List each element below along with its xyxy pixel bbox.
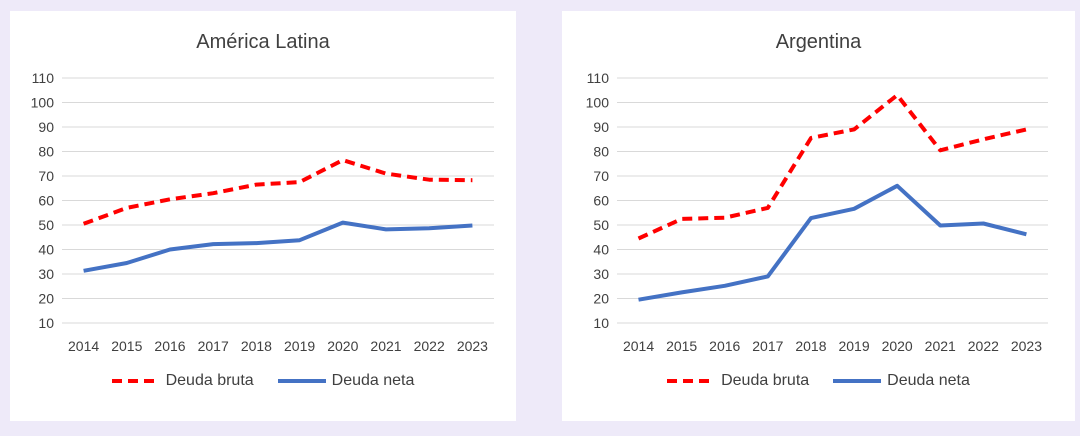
x-tick-label: 2023 (457, 338, 488, 354)
y-tick-label: 10 (593, 315, 609, 331)
y-tick-label: 20 (38, 291, 54, 307)
x-tick-label: 2022 (414, 338, 445, 354)
x-tick-label: 2016 (709, 338, 740, 354)
x-tick-label: 2020 (327, 338, 358, 354)
legend-label: Deuda bruta (165, 372, 254, 389)
legend-item-deuda-bruta: Deuda bruta (111, 372, 254, 390)
y-tick-label: 90 (38, 119, 54, 135)
chart-plot-argentina: 10 20 30 40 50 60 70 80 90 100 110 2014 2015 2016 2017… (586, 70, 1048, 354)
y-tick-label: 30 (38, 266, 54, 282)
x-tick-label: 2021 (370, 338, 401, 354)
y-tick-label: 70 (38, 168, 54, 184)
legend-swatch-dashed (667, 379, 716, 383)
chart-legend: Deuda bruta Deuda neta (562, 372, 1075, 390)
x-tick-label: 2016 (154, 338, 185, 354)
legend-swatch-solid (277, 379, 326, 383)
y-tick-label: 110 (587, 70, 610, 86)
chart-legend: Deuda bruta Deuda neta (10, 372, 516, 390)
legend-item-deuda-neta: Deuda neta (833, 372, 970, 390)
y-tick-label: 70 (593, 168, 609, 184)
y-tick-label: 60 (38, 193, 54, 209)
y-tick-label: 90 (593, 119, 609, 135)
y-tick-label: 80 (593, 144, 609, 160)
x-tick-label: 2014 (623, 338, 654, 354)
y-tick-label: 30 (593, 266, 609, 282)
chart-plot-america-latina: 10 20 30 40 50 60 70 80 90 100 110 2014 2015 2016 2017… (31, 70, 494, 354)
legend-label: Deuda neta (887, 372, 970, 389)
legend-swatch-solid (833, 379, 882, 383)
y-tick-label: 100 (31, 95, 55, 111)
x-tick-label: 2019 (284, 338, 315, 354)
legend-item-deuda-neta: Deuda neta (277, 372, 415, 390)
x-tick-label: 2018 (241, 338, 272, 354)
series-line-deuda-bruta (637, 93, 1027, 241)
chart-title: América Latina (196, 31, 330, 53)
y-tick-label: 10 (38, 315, 54, 331)
y-tick-label: 50 (593, 217, 609, 233)
y-tick-label: 80 (38, 144, 54, 160)
x-tick-label: 2018 (795, 338, 826, 354)
legend-label: Deuda bruta (721, 372, 810, 389)
legend-label: Deuda neta (331, 372, 415, 389)
x-tick-label: 2023 (1011, 338, 1042, 354)
chart-panel-argentina: Argentina 10 20 30 40 50 60 70 80 90 100 110 2014 20… (562, 11, 1075, 421)
x-tick-label: 2017 (752, 338, 783, 354)
y-tick-label: 20 (593, 291, 609, 307)
x-tick-label: 2015 (111, 338, 142, 354)
y-tick-label: 60 (593, 193, 609, 209)
x-tick-label: 2020 (882, 338, 913, 354)
x-tick-label: 2014 (68, 338, 99, 354)
chart-title: Argentina (775, 31, 862, 53)
y-tick-label: 40 (38, 242, 54, 258)
y-tick-label: 50 (38, 217, 54, 233)
x-tick-label: 2015 (666, 338, 697, 354)
y-tick-label: 100 (586, 95, 610, 111)
x-tick-label: 2021 (925, 338, 956, 354)
series-line-deuda-neta (638, 183, 1027, 302)
y-tick-label: 110 (32, 70, 55, 86)
y-tick-label: 40 (593, 242, 609, 258)
series-line-deuda-neta (83, 220, 473, 273)
x-tick-label: 2019 (838, 338, 869, 354)
chart-panel-america-latina: América Latina 10 20 30 40 50 60 70 80 90 100 110 2… (10, 11, 516, 421)
legend-item-deuda-bruta: Deuda bruta (667, 372, 809, 390)
legend-swatch-dashed (111, 379, 160, 383)
series-line-deuda-bruta (82, 158, 473, 226)
x-tick-label: 2017 (198, 338, 229, 354)
x-tick-label: 2022 (968, 338, 999, 354)
